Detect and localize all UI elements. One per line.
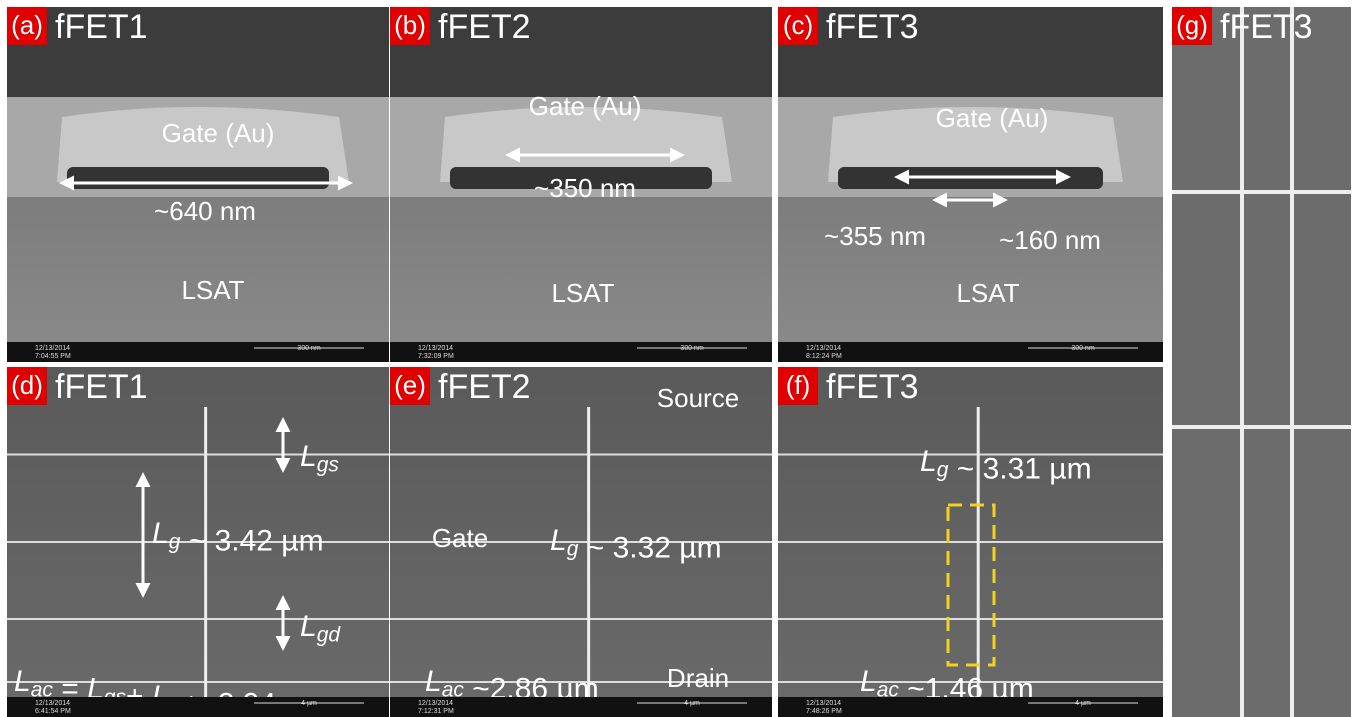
annotation-text: LSAT [956,278,1019,308]
info-time: 8:12:24 PM [806,353,842,360]
annotation-text: ~ 3.31 µm [948,452,1091,485]
panel-title: fFET3 [826,368,919,406]
panel-title: fFET1 [55,8,148,46]
annotation: Drain [667,663,729,693]
info-scale: 300 nm [297,345,321,352]
annotation: ~350 nm [534,173,636,203]
panel: (c) fFET3 Gate (Au) ~355 nm ~160 nm LSAT 12/13… [778,7,1163,362]
panel-label: (f) [786,370,811,400]
info-scale: 4 µm [684,700,700,707]
info-date: 12/13/2014 [806,345,841,352]
panel: (a) fFET1 Gate (Au) ~640 nm LSAT 12/13/20147:… [7,7,389,362]
panel-title: fFET2 [438,8,531,46]
panel-title: fFET3 [826,8,919,46]
annotation: Source [657,383,739,413]
annotation-text: Gate (Au) [162,118,275,148]
panel-label: (b) [394,10,426,40]
annotation-text: ~160 nm [999,225,1101,255]
annotation-subscript: g [169,530,181,553]
annotation: ~355 nm [824,221,926,251]
panel-title: fFET3 [1220,8,1313,46]
panel: (g) fFET3 [1172,7,1351,717]
info-date: 12/13/2014 [35,345,70,352]
annotation-text: Source [657,383,739,413]
annotation: ~640 nm [154,196,256,226]
annotation-text: L [920,445,937,478]
info-date: 12/13/2014 [418,700,453,707]
annotation-text: L [425,665,442,698]
info-scale: 4 µm [1075,700,1091,707]
panel-label: (a) [11,10,43,40]
annotation-text: L [860,665,877,698]
info-date: 12/13/2014 [418,345,453,352]
annotation-text: L [14,665,31,698]
panel-title: fFET2 [438,368,531,406]
panel-label: (g) [1176,10,1208,40]
annotation-text: Drain [667,663,729,693]
info-scale: 4 µm [301,700,317,707]
zoom-view [1172,7,1351,717]
info-date: 12/13/2014 [35,700,70,707]
info-time: 7:12:31 PM [418,708,454,715]
annotation: Gate (Au) [529,91,642,121]
annotation: Gate (Au) [162,118,275,148]
panel: (f)fFET3Lg ~ 3.31 µmLac ~1.46 µm12/13/20… [778,367,1163,717]
annotation-subscript: gs [317,453,340,476]
panel-label: (c) [783,10,813,40]
annotation-text: Gate (Au) [529,91,642,121]
panel: (b) fFET2 Gate (Au) ~350 nm LSAT 12/13/20147:… [390,7,772,362]
annotation: LSAT [181,275,244,305]
annotation-text: ~350 nm [534,173,636,203]
annotation-text: L [152,517,169,550]
info-time: 6:41:54 PM [35,708,71,715]
annotation: ~160 nm [999,225,1101,255]
info-date: 12/13/2014 [806,700,841,707]
annotation-text: Gate (Au) [936,103,1049,133]
annotation-text: L [300,440,317,473]
panel-title: fFET1 [55,368,148,406]
annotation-text: ~ 3.42 µm [180,524,323,557]
annotation-text: Gate [432,523,488,553]
annotation-text: LSAT [551,278,614,308]
annotation-text: L [550,524,567,557]
annotation-subscript: gd [317,623,342,646]
annotation: Gate (Au) [936,103,1049,133]
annotation-text: ~355 nm [824,221,926,251]
annotation: Gate [432,523,488,553]
figure: (a)fFET1Gate (Au)~640 nmLSAT12/13/20147:… [0,0,1353,717]
annotation-text: LSAT [181,275,244,305]
annotation-text: ~ 3.32 µm [578,531,721,564]
annotation-text: L [300,610,317,643]
annotation-subscript: g [937,458,949,481]
annotation: LSAT [551,278,614,308]
annotation-subscript: g [567,537,579,560]
panel-label: (d) [11,370,43,400]
info-time: 7:32:09 PM [418,353,454,360]
info-scale: 300 nm [680,345,704,352]
annotation-text: ~640 nm [154,196,256,226]
info-scale: 300 nm [1071,345,1095,352]
info-time: 7:48:26 PM [806,708,842,715]
channel-gap [67,167,329,189]
panel-label: (e) [394,370,426,400]
info-time: 7:04:55 PM [35,353,71,360]
annotation: LSAT [956,278,1019,308]
